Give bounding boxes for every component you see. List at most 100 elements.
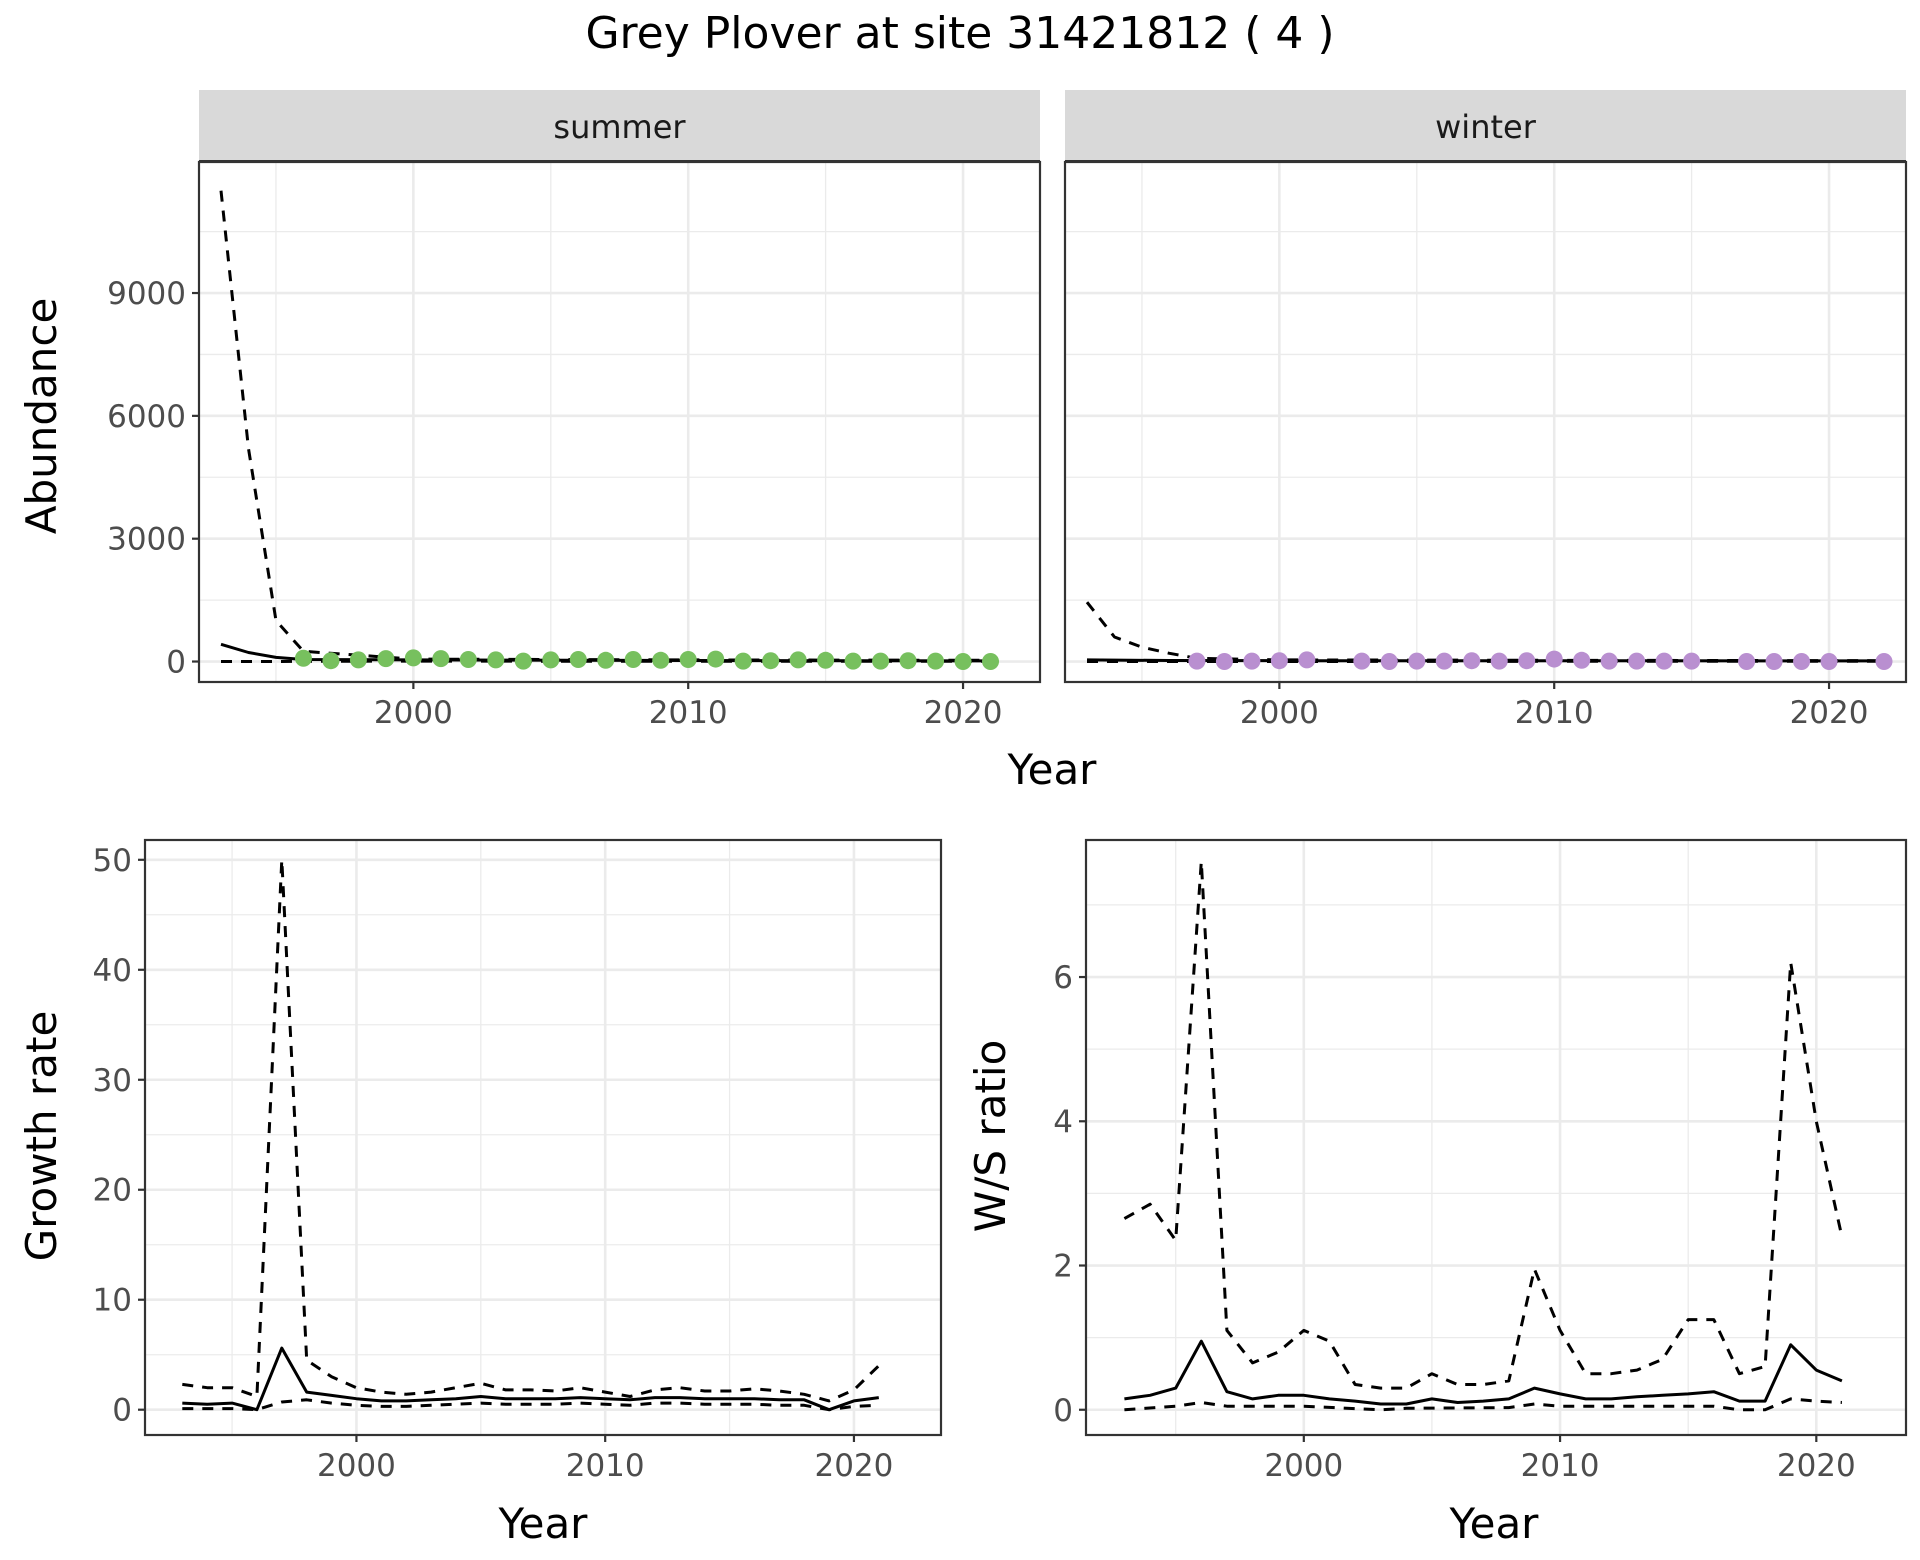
summer-data-point [844, 652, 862, 670]
winter-data-point [1298, 651, 1316, 669]
winter-data-point [1573, 651, 1591, 669]
winter-data-point [1655, 652, 1673, 670]
panel-summer: 2000 2010 2020 0 3000 6000 9000 [107, 160, 1042, 731]
summer-data-point [624, 650, 642, 668]
winter-data-point [1600, 652, 1618, 670]
summer-data-point [569, 650, 587, 668]
summer-data-point [872, 652, 890, 670]
ws-series-1-line [1123, 860, 1844, 1390]
winter-data-point [1380, 653, 1398, 671]
growth-y-tick-label: 20 [93, 1173, 132, 1209]
growth-y-tick-label: 30 [93, 1063, 132, 1099]
summer-data-point [294, 649, 312, 667]
ws-y-tick-label: 0 [1053, 1393, 1073, 1429]
winter-data-point [1408, 652, 1426, 670]
growth-y-tick-label: 40 [93, 953, 132, 989]
ws-x-tick-label: 2020 [1777, 1448, 1856, 1484]
summer-data-point [817, 651, 835, 669]
growth-y-tick-label: 50 [93, 843, 132, 879]
growth-series-1-line [182, 858, 880, 1403]
winter-data-point [1215, 653, 1233, 671]
winter-data-point [1490, 652, 1508, 670]
ws-y-axis-title: W/S ratio [966, 1040, 1015, 1233]
summer-y-tick-label: 6000 [107, 399, 186, 435]
figure-title: Grey Plover at site 31421812 ( 4 ) [585, 8, 1334, 59]
winter-data-point [1875, 653, 1893, 671]
winter-data-point [1463, 652, 1481, 670]
summer-y-tick-label: 0 [166, 645, 186, 681]
summer-panel-border [197, 160, 1042, 684]
growth-x-tick-label: 2020 [814, 1448, 893, 1484]
winter-data-point [1188, 652, 1206, 670]
winter-data-point [1545, 650, 1563, 668]
winter-data-point [1270, 652, 1288, 670]
summer-data-point [899, 652, 917, 670]
winter-data-point [1820, 653, 1838, 671]
ws-y-tick-label: 6 [1053, 960, 1073, 996]
ws-panel-border [1084, 838, 1908, 1437]
ws-plot-area [1086, 840, 1906, 1435]
strip-winter [1065, 90, 1906, 162]
summer-data-point [789, 651, 807, 669]
winter-data-point [1683, 652, 1701, 670]
growth-panel-border [143, 838, 943, 1437]
summer-plot-area [199, 162, 1040, 682]
ws-ratio-chart: 2000 2010 2020 0 2 4 6 [1053, 838, 1908, 1484]
summer-data-point [487, 651, 505, 669]
summer-x-tick-label: 2010 [649, 695, 728, 731]
ws-y-tick-label: 2 [1053, 1249, 1073, 1285]
summer-data-point [927, 652, 945, 670]
summer-data-point [459, 650, 477, 668]
growth-rate-chart: 2000 2010 2020 0 10 20 30 40 50 [93, 838, 943, 1484]
strip-summer [199, 90, 1040, 162]
summer-data-point [652, 651, 670, 669]
growth-x-tick-label: 2000 [317, 1448, 396, 1484]
growth-plot-area [145, 840, 941, 1435]
strip-summer-label: summer [553, 108, 686, 146]
winter-data-point [1518, 652, 1536, 670]
winter-x-tick-label: 2020 [1790, 695, 1869, 731]
summer-data-point [982, 653, 1000, 671]
winter-data-point [1353, 652, 1371, 670]
summer-data-point [679, 650, 697, 668]
panel-winter: 2000 2010 2020 [1063, 160, 1908, 731]
abundance-x-axis-title: Year [1007, 745, 1098, 794]
summer-y-tick-label: 9000 [107, 276, 186, 312]
winter-x-tick-label: 2000 [1240, 695, 1319, 731]
winter-data-point [1628, 652, 1646, 670]
summer-data-point [734, 652, 752, 670]
summer-data-point [432, 650, 450, 668]
summer-x-tick-label: 2000 [374, 695, 453, 731]
abundance-chart: summer winter 2000 2010 20200300060009000 … [17, 90, 1908, 794]
summer-y-tick-label: 3000 [107, 522, 186, 558]
growth-x-tick-label: 2010 [566, 1448, 645, 1484]
winter-plot-area [1065, 162, 1906, 682]
abundance-y-axis-title: Abundance [17, 298, 66, 535]
growth-x-axis-title: Year [498, 1499, 589, 1548]
summer-data-point [707, 650, 725, 668]
growth-y-tick-label: 10 [93, 1283, 132, 1319]
winter-series-2-line [1086, 658, 1885, 663]
ws-series-2-line [1124, 1339, 1843, 1406]
summer-data-point [349, 651, 367, 669]
summer-data-point [954, 653, 972, 671]
winter-data-point [1765, 653, 1783, 671]
ws-x-tick-label: 2010 [1521, 1448, 1600, 1484]
growth-y-tick-label: 0 [112, 1393, 132, 1429]
summer-data-point [542, 651, 560, 669]
summer-data-point [514, 652, 532, 670]
ws-y-tick-label: 4 [1053, 1104, 1073, 1140]
winter-data-point [1435, 652, 1453, 670]
summer-data-point [322, 652, 340, 670]
summer-data-point [404, 649, 422, 667]
ws-x-tick-label: 2000 [1264, 1448, 1343, 1484]
summer-data-point [762, 652, 780, 670]
growth-series-3-line [182, 1398, 879, 1412]
winter-data-point [1793, 653, 1811, 671]
winter-data-point [1738, 653, 1756, 671]
summer-data-point [377, 650, 395, 668]
winter-x-tick-label: 2010 [1515, 695, 1594, 731]
winter-panel-border [1063, 160, 1908, 684]
growth-series-2-line [182, 1346, 879, 1412]
